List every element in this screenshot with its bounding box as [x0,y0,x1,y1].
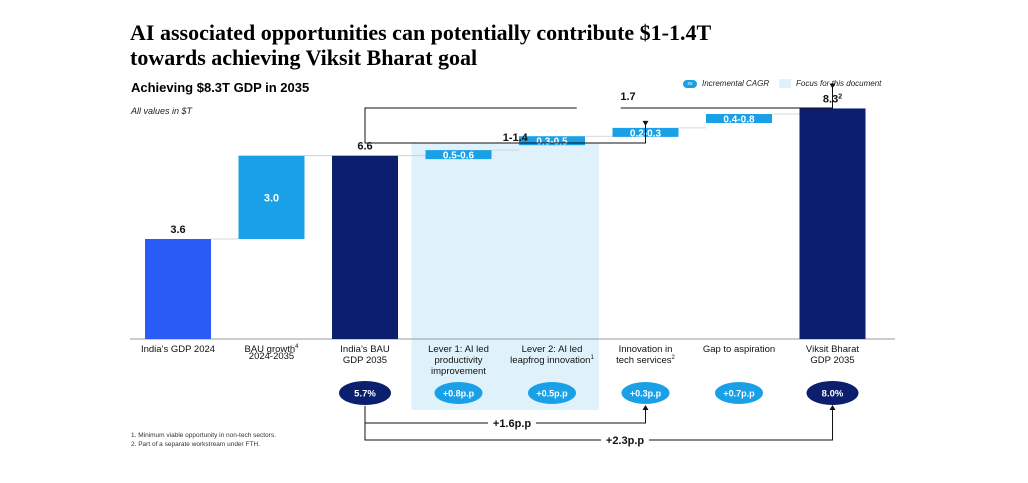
cagr-bracket-arrow-1 [829,405,836,410]
range-label-3: 0.5-0.6 [443,151,475,162]
category-label-sup: 1 [590,355,594,361]
page-title: AI associated opportunities can potentia… [130,20,890,70]
range-label-6: 0.4-0.8 [723,115,755,126]
category-label-line: improvement [431,366,486,377]
bar-label-sup-7: 2 [838,93,842,100]
bar-0 [145,239,211,339]
bracket-label-bg-0 [576,99,621,113]
bar-7 [799,108,866,339]
category-label-line: Lever 2: AI led [522,344,583,355]
category-label-sup: 2 [672,355,676,361]
chart-subtitle: Achieving $8.3T GDP in 2035 [131,80,310,95]
category-label-line: 2024-2035 [249,351,294,362]
category-label-0: India’s GDP 2024 [141,344,215,355]
cagr-bracket-line-1 [364,406,833,441]
bar-label-1: 3.0 [264,192,279,204]
bracket-arrow-1 [642,120,649,126]
cagr-bracket-arrow-0 [642,405,649,410]
category-label-line: tech services [616,355,672,366]
legend-cagr-label: Incremental CAGR [702,79,770,88]
cagr-badge-label-3: +0.3p.p [630,389,662,399]
cagr-bracket-label-1: +2.3p.p [606,435,644,447]
category-label-1: BAU growth4 2024-2035 [244,344,299,362]
cagr-badge-3 [621,382,670,404]
category-label-2: India’s BAU GDP 2035 [340,344,390,366]
range-bar-4 [519,136,585,146]
legend-cagr: xx Incremental CAGR [683,79,769,88]
category-label-5: Innovation in tech services2 [616,344,675,366]
category-label-line: India’s GDP 2024 [141,344,215,355]
category-label-6: Gap to aspiration [703,344,775,355]
footnote-1: 1. Minimum viable opportunity in non-tec… [131,432,276,439]
bracket-label-1: 1-1.4 [503,132,529,144]
legend-focus: Focus for this document [779,79,881,88]
category-label-line: productivity [434,355,482,366]
category-label-4: Lever 2: AI led leapfrog innovation1 [510,344,594,366]
legend-focus-label: Focus for this document [796,79,882,88]
cagr-badge-label-0: 5.7% [354,389,376,400]
footnote-2: 2. Part of a separate workstream under F… [131,441,260,448]
cagr-pill-icon: xx [683,79,697,88]
cagr-badge-label-4: +0.7p.p [723,389,755,399]
range-bar-3 [425,150,492,160]
category-label-line: GDP 2035 [343,355,387,366]
title-line-2: towards achieving Viksit Bharat goal [130,45,478,70]
bar-label-0: 3.6 [170,224,185,236]
category-label-line: Gap to aspiration [703,344,775,355]
category-label-3: Lever 1: AI led productivity improvement [428,344,489,377]
bar-2 [332,155,398,339]
bar-label-2: 6.6 [357,141,372,153]
category-label-sup: 4 [295,344,299,350]
focus-swatch-icon [779,79,791,88]
cagr-badge-2 [528,382,576,404]
cagr-bracket-label-bg-1 [601,433,649,447]
bar-1 [238,155,305,239]
bracket-label-0: 1.7 [620,91,635,103]
range-label-4: 0.3-0.5 [536,137,568,148]
title-line-1: AI associated opportunities can potentia… [130,20,712,45]
cagr-badge-4 [715,382,763,404]
cagr-bracket-label-bg-0 [488,416,536,430]
category-label-line: leapfrog innovation [510,355,590,366]
cagr-badge-1 [434,382,483,404]
footnotes: 1. Minimum viable opportunity in non-tec… [131,431,276,449]
bracket-line-1 [364,124,646,144]
category-label-line: India’s BAU [340,344,390,355]
category-label-line: BAU growth [244,344,295,355]
category-label-line: GDP 2035 [810,355,854,366]
units-note: All values in $T [131,106,193,116]
category-label-line: Innovation in [619,344,673,355]
range-bar-6 [706,114,772,123]
cagr-badge-label-5: 8.0% [822,389,844,400]
bracket-arrow-0 [829,83,836,89]
cagr-badge-label-2: +0.5p.p [536,389,568,399]
cagr-badge-5 [806,381,859,405]
category-label-7: Viksit Bharat GDP 2035 [806,344,860,366]
cagr-badge-0 [339,381,391,405]
category-label-line: Viksit Bharat [806,344,860,355]
category-label-line: Lever 1: AI led [428,344,489,355]
cagr-bracket-label-0: +1.6p.p [493,418,531,430]
cagr-badge-label-1: +0.8p.p [443,389,475,399]
focus-area-background [411,143,599,410]
